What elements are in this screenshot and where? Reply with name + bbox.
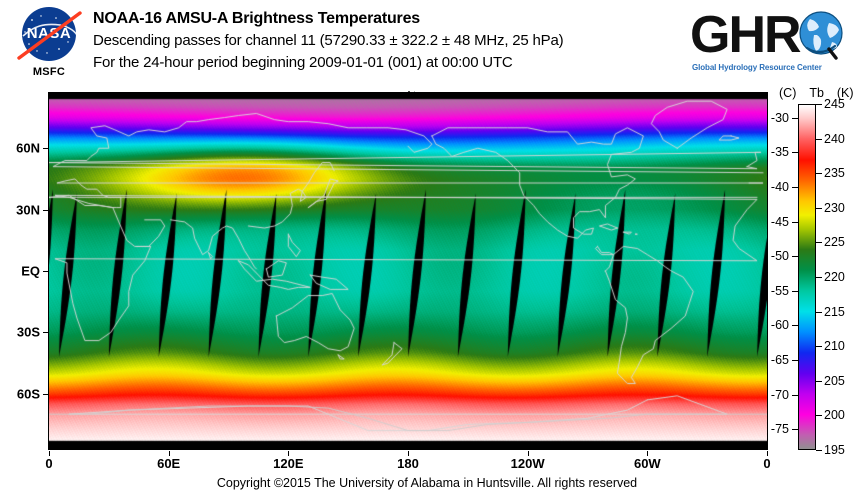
- figure-header: NOAA-16 AMSU-A Brightness Temperatures D…: [93, 8, 683, 74]
- colorbar-celsius-label-2: -40: [770, 180, 789, 195]
- colorbar-kelvin-label-9: 200: [824, 408, 845, 423]
- colorbar-celsius-label-7: -65: [770, 353, 789, 368]
- colorbar-kelvin-label-0: 245: [824, 97, 845, 111]
- longitude-tick-label-2: 120E: [273, 456, 304, 471]
- colorbar-celsius-label-9: -75: [770, 422, 789, 437]
- colorbar-kelvin-label-4: 225: [824, 235, 845, 250]
- colorbar-celsius-label-6: -60: [770, 318, 789, 333]
- colorbar-celsius-tick: [792, 394, 798, 396]
- longitude-tick-label-1: 60E: [157, 456, 181, 471]
- latitude-tick-label-2: EQ: [21, 263, 40, 279]
- colorbar-header: (C) Tb (K): [779, 86, 854, 100]
- colorbar-kelvin-tick: [816, 242, 822, 244]
- latitude-tick: [43, 209, 48, 211]
- colorbar-kelvin-tick: [816, 104, 822, 105]
- colorbar-celsius-tick: [792, 187, 798, 189]
- colorbar-unit-kelvin: (K): [836, 86, 854, 100]
- colorbar: [798, 104, 816, 450]
- latitude-tick: [43, 148, 48, 150]
- colorbar-celsius-label-5: -55: [770, 283, 789, 298]
- colorbar-celsius-tick: [792, 117, 798, 119]
- channel-subtitle: Descending passes for channel 11 (57290.…: [93, 32, 564, 49]
- latitude-tick-label-3: 30S: [16, 324, 40, 340]
- ghrc-logo: GHRC Global Hydrology Resource Center: [690, 6, 850, 78]
- longitude-tick: [527, 451, 529, 456]
- latitude-tick: [43, 393, 48, 395]
- longitude-tick-label-6: 0: [763, 456, 771, 471]
- colorbar-kelvin-tick: [816, 415, 822, 417]
- latitude-tick-label-1: 30N: [16, 202, 40, 218]
- colorbar-kelvin-label-1: 240: [824, 131, 845, 146]
- colorbar-kelvin-tick: [816, 173, 822, 175]
- time-period-line: For the 24-hour period beginning 2009-01…: [93, 54, 513, 71]
- colorbar-kelvin-tick: [816, 311, 822, 313]
- svg-text:NASA: NASA: [27, 25, 72, 42]
- colorbar-kelvin-tick: [816, 380, 822, 382]
- colorbar-kelvin-tick: [816, 450, 822, 451]
- colorbar-celsius-tick: [792, 429, 798, 431]
- nasa-center-caption: MSFC: [32, 66, 66, 78]
- latitude-tick: [43, 332, 48, 334]
- colorbar-kelvin-label-2: 235: [824, 166, 845, 181]
- ghrc-wordmark-icon: GHRC: [690, 6, 843, 64]
- colorbar-kelvin-tick: [816, 207, 822, 209]
- latitude-tick-label-0: 60N: [16, 140, 40, 156]
- colorbar-celsius-tick: [792, 221, 798, 223]
- colorbar-celsius-label-4: -50: [770, 249, 789, 264]
- latitude-tick: [43, 271, 48, 272]
- colorbar-celsius-label-0: -30: [770, 110, 789, 125]
- longitude-tick-label-4: 120W: [510, 456, 545, 471]
- longitude-tick-label-0: 0: [45, 456, 53, 471]
- colorbar-kelvin-tick: [816, 277, 822, 278]
- colorbar-unit-celsius: (C): [779, 86, 797, 100]
- colorbar-kelvin-label-5: 220: [824, 270, 845, 284]
- longitude-tick: [288, 451, 290, 456]
- map-plot-area: [48, 92, 768, 450]
- latitude-tick-label-4: 60S: [16, 386, 40, 402]
- colorbar-celsius-label-1: -35: [770, 145, 789, 160]
- longitude-tick-label-3: 180: [397, 456, 419, 471]
- longitude-tick: [168, 451, 170, 456]
- longitude-tick: [49, 451, 50, 456]
- longitude-tick: [408, 451, 409, 456]
- colorbar-gradient: [799, 105, 815, 449]
- colorbar-celsius-tick: [792, 360, 798, 362]
- nasa-logo: NASA MSFC: [10, 6, 88, 82]
- colorbar-variable-label: Tb: [809, 86, 824, 100]
- page-title: NOAA-16 AMSU-A Brightness Temperatures: [93, 10, 420, 27]
- ghrc-subtitle: Global Hydrology Resource Center: [692, 63, 822, 72]
- copyright-notice: Copyright ©2015 The University of Alabam…: [216, 476, 638, 490]
- nasa-meatball-icon: NASA: [17, 7, 82, 61]
- colorbar-kelvin-label-8: 205: [824, 373, 845, 388]
- colorbar-celsius-label-8: -70: [770, 387, 789, 402]
- colorbar-celsius-label-3: -45: [770, 214, 789, 229]
- colorbar-kelvin-label-7: 210: [824, 339, 845, 354]
- longitude-tick-label-5: 60W: [633, 456, 661, 471]
- colorbar-celsius-tick: [792, 325, 798, 327]
- colorbar-celsius-tick: [792, 290, 798, 292]
- longitude-tick: [767, 451, 768, 456]
- colorbar-kelvin-label-10: 195: [824, 443, 845, 457]
- brightness-temperature-heatmap: [49, 93, 767, 449]
- colorbar-kelvin-label-6: 215: [824, 304, 845, 319]
- colorbar-kelvin-label-3: 230: [824, 200, 845, 215]
- colorbar-celsius-tick: [792, 256, 798, 258]
- colorbar-kelvin-tick: [816, 346, 822, 348]
- colorbar-celsius-tick: [792, 152, 798, 154]
- colorbar-kelvin-tick: [816, 138, 822, 140]
- longitude-tick: [647, 451, 649, 456]
